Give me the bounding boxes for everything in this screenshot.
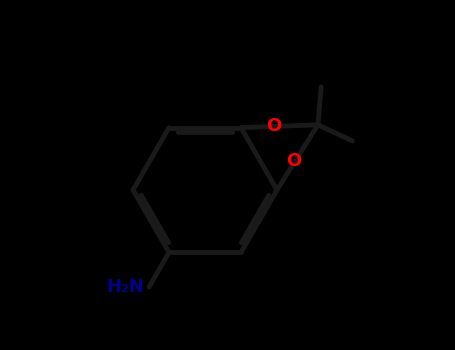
Text: H₂N: H₂N	[106, 278, 144, 296]
Text: O: O	[286, 152, 301, 170]
Text: O: O	[266, 117, 281, 135]
